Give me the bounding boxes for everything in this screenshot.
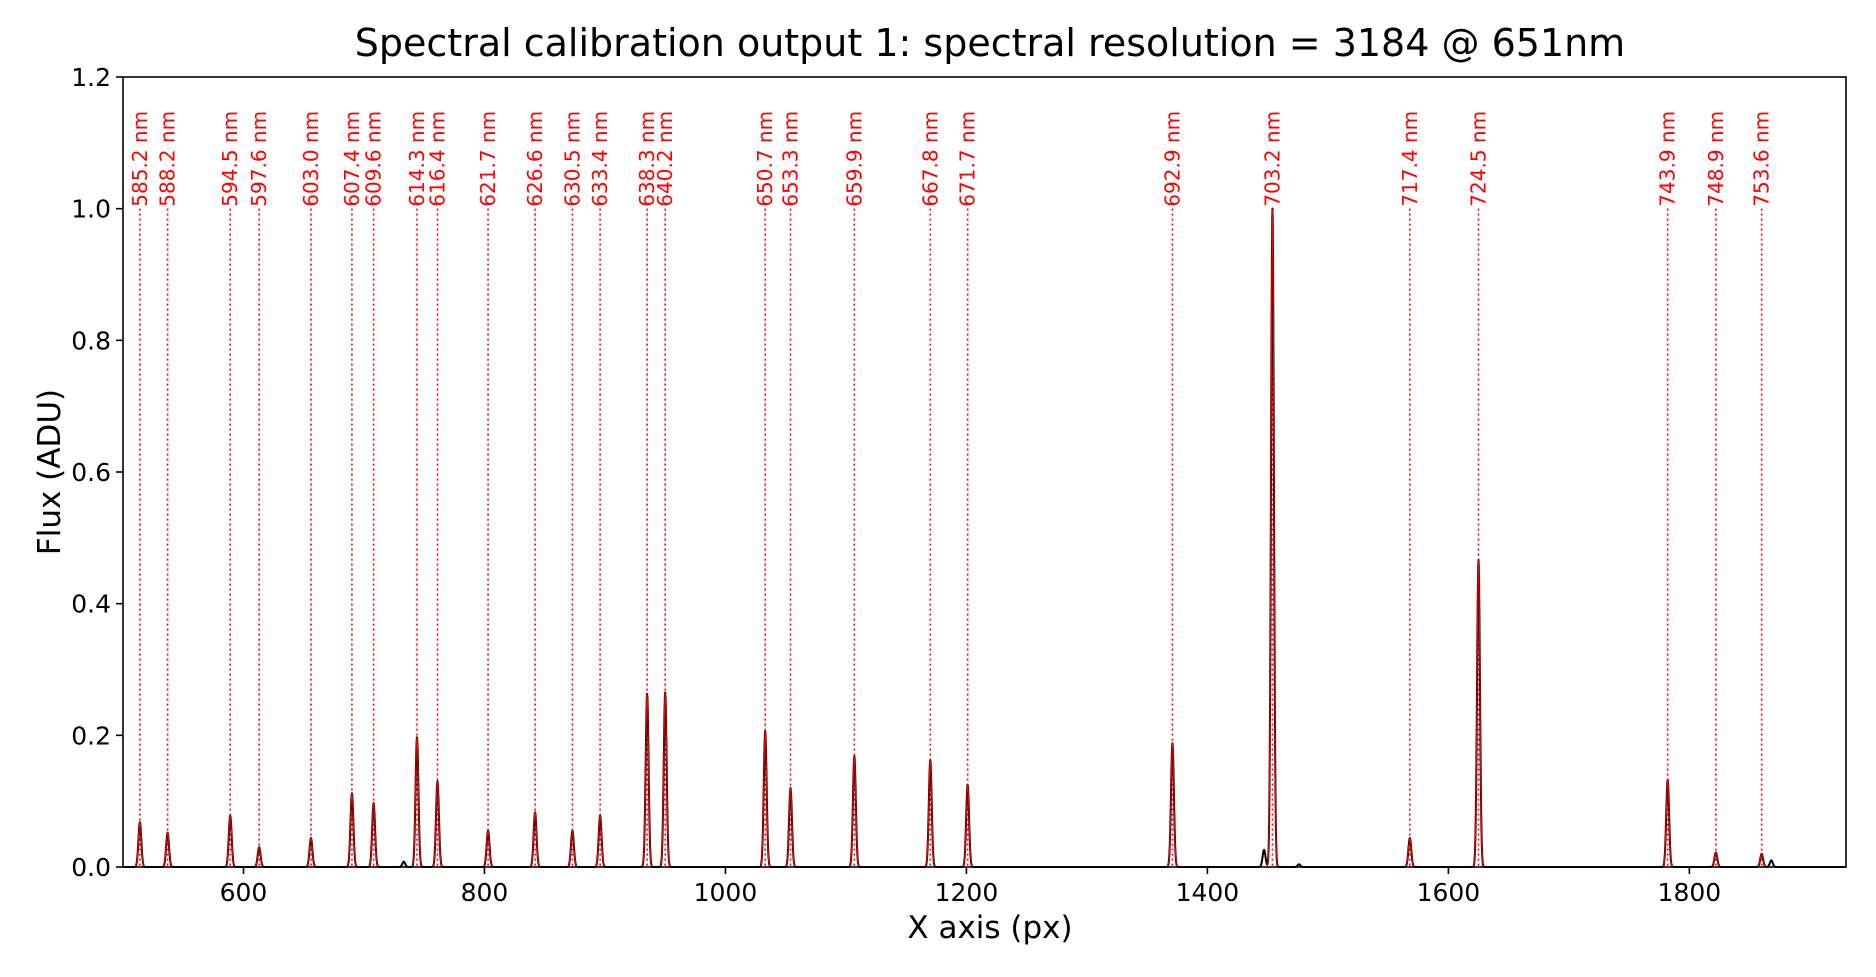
- line-label-0: 585.2 nm: [128, 111, 152, 207]
- x-tick-label-6: 1800: [1658, 878, 1722, 907]
- line-label-19: 671.7 nm: [956, 111, 980, 207]
- x-tick-label-5: 1600: [1417, 878, 1481, 907]
- fit-peak-21: [1265, 208, 1280, 868]
- line-label-13: 638.3 nm: [635, 111, 659, 207]
- line-label-1: 588.2 nm: [156, 111, 180, 207]
- line-label-16: 653.3 nm: [779, 111, 803, 207]
- line-label-20: 692.9 nm: [1161, 111, 1185, 207]
- line-label-18: 667.8 nm: [918, 111, 942, 207]
- line-label-14: 640.2 nm: [653, 111, 677, 207]
- line-label-3: 597.6 nm: [247, 111, 271, 207]
- fit-peak-23: [1471, 560, 1486, 868]
- x-tick-label-2: 1000: [694, 878, 758, 907]
- line-label-9: 621.7 nm: [476, 111, 500, 207]
- line-label-12: 633.4 nm: [588, 111, 612, 207]
- y-tick-label-2: 0.4: [71, 590, 111, 619]
- y-axis: 0.0 0.2 0.4 0.6 0.8 1.0 1.2: [71, 63, 123, 882]
- line-label-10: 626.6 nm: [523, 111, 547, 207]
- line-label-24: 743.9 nm: [1656, 111, 1680, 207]
- line-label-15: 650.7 nm: [753, 111, 777, 207]
- x-tick-label-1: 800: [461, 878, 509, 907]
- y-tick-label-5: 1.0: [71, 195, 111, 224]
- chart-title: Spectral calibration output 1: spectral …: [355, 21, 1625, 65]
- line-label-23: 724.5 nm: [1467, 111, 1491, 207]
- line-label-8: 616.4 nm: [426, 111, 450, 207]
- line-label-6: 609.6 nm: [362, 111, 386, 207]
- line-label-21: 703.2 nm: [1261, 111, 1285, 207]
- y-axis-label: Flux (ADU): [32, 389, 68, 555]
- line-label-17: 659.9 nm: [842, 111, 866, 207]
- line-label-7: 614.3 nm: [405, 111, 429, 207]
- line-label-11: 630.5 nm: [560, 111, 584, 207]
- y-tick-label-4: 0.8: [71, 326, 111, 355]
- line-label-22: 717.4 nm: [1398, 111, 1422, 207]
- line-label-2: 594.5 nm: [218, 111, 242, 207]
- line-label-4: 603.0 nm: [299, 111, 323, 207]
- y-tick-label-3: 0.6: [71, 458, 111, 487]
- line-label-25: 748.9 nm: [1704, 111, 1728, 207]
- y-tick-label-1: 0.2: [71, 721, 111, 750]
- line-label-26: 753.6 nm: [1750, 111, 1774, 207]
- x-tick-label-4: 1400: [1176, 878, 1240, 907]
- x-axis-label: X axis (px): [907, 910, 1072, 946]
- x-tick-label-3: 1200: [935, 878, 999, 907]
- line-label-5: 607.4 nm: [340, 111, 364, 207]
- x-tick-label-0: 600: [220, 878, 268, 907]
- y-tick-label-0: 0.0: [71, 853, 111, 882]
- y-tick-label-6: 1.2: [71, 63, 111, 92]
- x-axis: 600 800 1000 1200 1400 1600 1800: [220, 867, 1722, 907]
